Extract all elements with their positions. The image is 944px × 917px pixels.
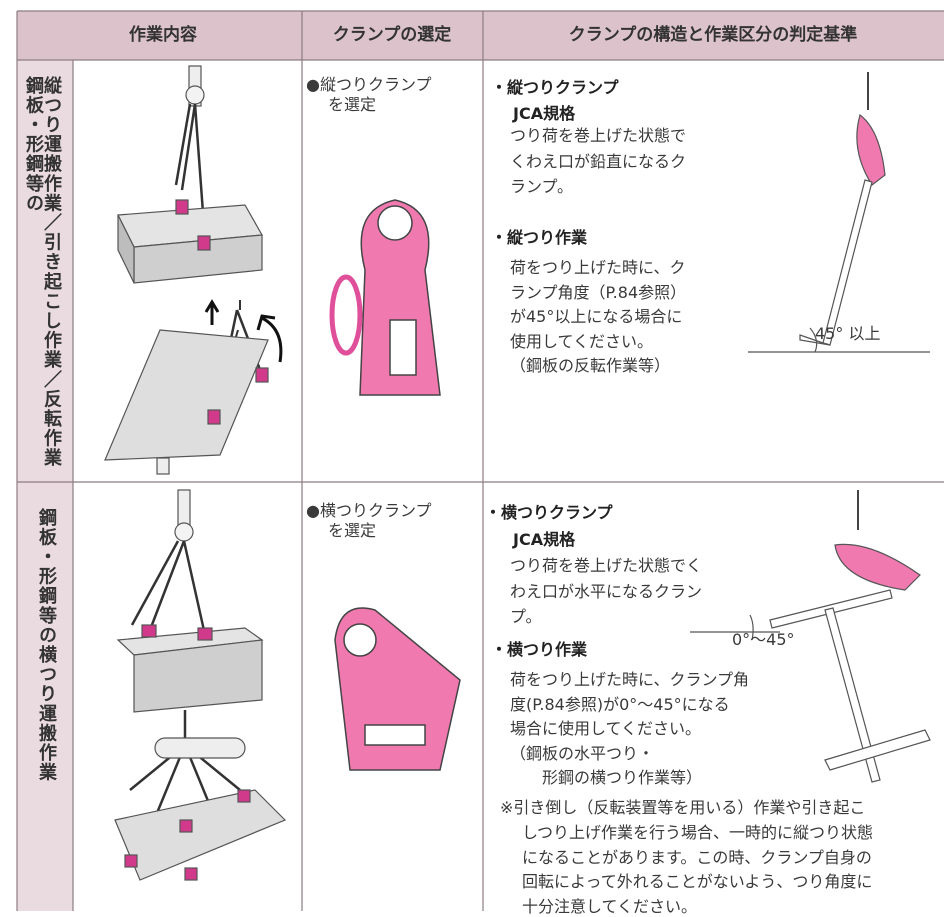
- diagram-label: 45° 以上: [815, 324, 881, 343]
- selection: を選定: [328, 521, 377, 540]
- row-label: 縦つり運搬作業／引き起こし作業／反転作業: [41, 76, 62, 468]
- work-description: ランプ角度（P.84参照）: [510, 282, 687, 302]
- clamp-description: つり荷を巻上げた状態で: [510, 126, 687, 145]
- work-title: ・縦つり作業: [491, 228, 588, 247]
- clamp-description: わえ口が水平になるクラン: [510, 581, 703, 601]
- work-description: 形鋼の横つり作業等）: [510, 768, 703, 787]
- clamp-description: ランプ。: [510, 177, 574, 196]
- clamp-standard: JCA規格: [513, 530, 576, 549]
- header-bg: [17, 11, 944, 60]
- clamp-type-title: ・横つりクランプ: [485, 503, 613, 522]
- note: ※引き倒し（反転装置等を用いる）作業や引き起こ: [500, 798, 866, 817]
- grid: [16, 10, 944, 911]
- clamp-type-title: ・縦つりクランプ: [491, 78, 619, 97]
- row-label: 鋼板・形鋼等の: [23, 76, 44, 214]
- note: 十分注意してください。: [522, 897, 698, 917]
- clamp-vertical: [329, 199, 441, 396]
- note: しつり上げ作業を行う場合、一時的に縦つり状態: [522, 822, 874, 842]
- header-cell: クランプの選定: [332, 25, 452, 45]
- selection: を選定: [328, 95, 377, 114]
- work-description: 荷をつり上げた時に、クランプ角: [510, 670, 750, 689]
- work-description: （鋼板の水平つり・: [510, 743, 655, 763]
- label-column-bg: [17, 60, 73, 911]
- header-cell: 作業内容: [129, 25, 197, 45]
- clamp-description: つり荷を巻上げた状態でく: [510, 556, 703, 575]
- selection: ●縦つりクランプ: [306, 75, 432, 94]
- diagram-label: 0°～45°: [732, 630, 795, 649]
- work-description: 荷をつり上げた時に、ク: [510, 258, 686, 277]
- row-label: 鋼板・形鋼等の横つり運搬作業: [36, 508, 57, 783]
- work-description: 使用してください。: [510, 331, 654, 351]
- illustration-vertical-lift: [104, 65, 283, 475]
- clamp-description: プ。: [510, 607, 542, 626]
- work-title: ・横つり作業: [491, 640, 588, 659]
- note: 回転によって外れることがないよう、つり角度に: [522, 872, 873, 892]
- work-description: 度(P.84参照)が0°～45°になる: [510, 694, 730, 714]
- header-cell: クランプの構造と作業区分の判定基準: [568, 25, 858, 45]
- diagram-horizontal: [690, 490, 931, 783]
- selection: ●横つりクランプ: [306, 501, 432, 520]
- work-description: 場合に使用してください。: [510, 719, 702, 738]
- clamp-standard: JCA規格: [513, 104, 576, 123]
- clamp-description: くわえ口が鉛直になるク: [510, 151, 687, 171]
- work-description: が45°以上になる場合に: [510, 307, 683, 326]
- clamp-horizontal: [334, 607, 461, 771]
- illustration-horizontal-lift: [114, 489, 287, 881]
- work-description: （鋼板の反転作業等）: [510, 356, 671, 375]
- diagram-vertical: [748, 72, 930, 353]
- note: になることがあります。この時、クランプ自身の: [522, 847, 872, 867]
